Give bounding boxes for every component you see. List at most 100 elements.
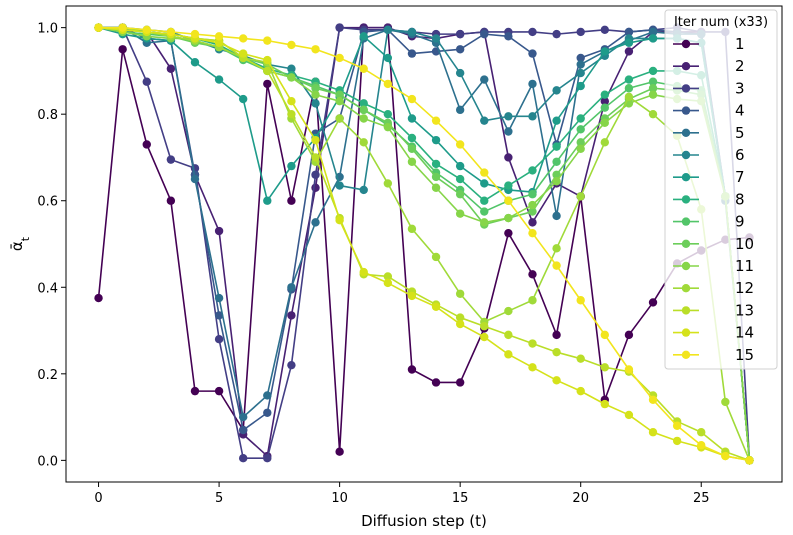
legend-item: 12: [673, 279, 754, 297]
data-point: [624, 75, 634, 84]
legend-swatch-marker: [681, 128, 691, 137]
y-axis-label: ᾱt: [8, 236, 32, 251]
data-point: [504, 32, 513, 41]
legend-item: 2: [673, 57, 745, 75]
data-point: [214, 335, 224, 344]
data-point: [335, 216, 344, 225]
data-point: [238, 34, 248, 43]
data-point: [480, 179, 489, 188]
data-point: [311, 135, 320, 145]
data-point: [576, 125, 585, 134]
data-point: [335, 97, 344, 106]
data-point: [624, 47, 634, 56]
data-point: [480, 116, 489, 125]
data-point: [455, 190, 465, 199]
data-point: [311, 99, 320, 108]
data-point: [600, 25, 610, 34]
axis-ticks: 0 5 10 15 20 25 0.0 0.2 0.4 0.6 0.8 1.0: [37, 22, 709, 506]
data-point: [263, 66, 272, 76]
data-point: [431, 172, 441, 182]
data-point: [311, 218, 320, 227]
x-axis-label: Diffusion step (t): [361, 512, 487, 530]
x-tick-label: 5: [215, 491, 223, 506]
data-point: [383, 272, 393, 281]
data-point: [407, 27, 417, 37]
data-point: [648, 298, 658, 307]
series-layer: [94, 23, 754, 465]
series-line-1: [97, 26, 750, 453]
series-line-15: [98, 26, 750, 462]
data-point: [311, 90, 320, 99]
data-point: [263, 454, 272, 463]
data-point: [407, 133, 417, 143]
legend-item: 7: [673, 168, 745, 186]
data-point: [94, 23, 103, 32]
data-point: [383, 278, 393, 288]
data-point: [407, 157, 417, 166]
data-point: [600, 118, 610, 128]
data-point: [190, 29, 200, 39]
data-point: [142, 25, 151, 34]
data-point: [407, 94, 417, 104]
data-point: [359, 99, 368, 108]
data-point: [504, 127, 513, 136]
data-point: [721, 397, 730, 407]
data-point: [359, 138, 368, 147]
legend-swatch-marker: [681, 150, 691, 160]
data-point: [552, 211, 561, 221]
data-point: [335, 114, 344, 123]
legend-swatch-marker: [681, 39, 691, 49]
data-point: [648, 428, 658, 437]
data-point: [528, 200, 537, 210]
legend-swatch-marker: [681, 217, 691, 226]
data-point: [624, 365, 634, 374]
data-point: [624, 92, 634, 102]
data-point: [214, 32, 224, 41]
data-point: [721, 451, 730, 461]
data-point: [672, 436, 682, 446]
x-tick-label: 25: [693, 491, 710, 506]
data-point: [455, 105, 465, 115]
legend-label: 1: [735, 35, 745, 53]
legend-label: 10: [735, 235, 754, 253]
data-point: [576, 60, 585, 69]
data-point: [118, 23, 127, 32]
legend-label: 11: [735, 257, 754, 275]
legend-item: 11: [673, 257, 754, 275]
data-point: [504, 228, 513, 238]
data-point: [624, 410, 634, 420]
data-point: [576, 144, 585, 153]
data-point: [287, 161, 296, 171]
data-point: [528, 218, 537, 227]
data-point: [431, 116, 441, 125]
data-point: [263, 55, 272, 65]
series-line-2: [98, 26, 751, 461]
series-line-14: [98, 26, 750, 462]
data-point: [407, 49, 417, 58]
data-point: [166, 27, 176, 37]
legend-label: 9: [735, 213, 745, 231]
y-axis-label-subscript: t: [19, 236, 32, 241]
data-point: [552, 347, 561, 357]
legend-swatch-marker: [681, 239, 691, 248]
data-point: [238, 412, 248, 422]
data-point: [624, 38, 634, 47]
data-point: [287, 73, 296, 82]
data-point: [455, 140, 465, 149]
data-point: [480, 207, 489, 216]
legend-swatch-marker: [681, 261, 691, 271]
data-point: [335, 23, 344, 32]
data-point: [287, 97, 296, 106]
data-point: [504, 196, 513, 205]
data-point: [697, 428, 706, 437]
data-point: [480, 168, 489, 177]
series-15: [94, 23, 754, 465]
data-point: [359, 32, 368, 41]
data-point: [480, 196, 489, 205]
legend-item: 15: [673, 346, 754, 364]
legend-label: 5: [735, 124, 745, 142]
data-point: [311, 45, 320, 54]
data-point: [335, 53, 344, 63]
data-point: [648, 34, 658, 43]
data-point: [480, 29, 489, 39]
